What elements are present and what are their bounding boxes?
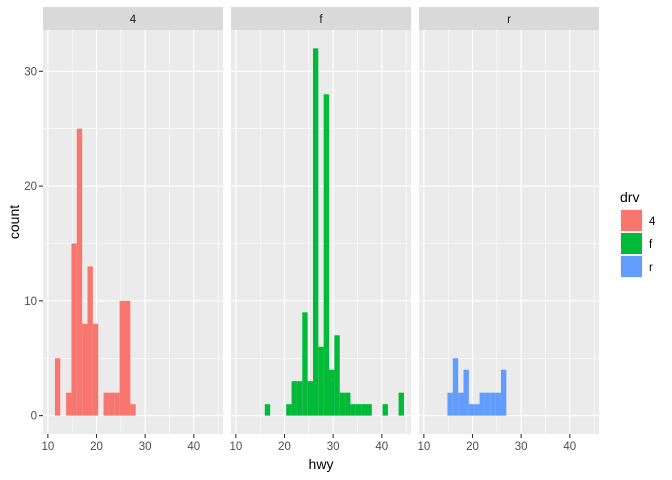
histogram-bar <box>495 392 501 416</box>
histogram-bar <box>312 48 319 416</box>
histogram-bar <box>398 392 404 416</box>
x-tick-label: 20 <box>90 441 103 453</box>
legend: drv 4 fr <box>620 189 656 278</box>
legend-key-f <box>621 233 642 254</box>
histogram-bar <box>447 392 453 416</box>
histogram-bar <box>474 404 480 416</box>
histogram-bar <box>463 369 469 416</box>
histogram-bar <box>108 392 115 416</box>
x-tick-label: 40 <box>375 441 388 453</box>
legend-label: f <box>649 239 653 251</box>
facet-panel-f: f <box>231 7 411 434</box>
histogram-bar <box>307 381 313 416</box>
x-tick-label: 40 <box>563 441 576 453</box>
y-tick-label: 0 <box>31 411 37 423</box>
histogram-bar <box>76 128 83 416</box>
histogram-bar <box>82 323 88 416</box>
histogram-bar <box>286 404 292 416</box>
histogram-bar <box>264 404 271 416</box>
histogram-bar <box>382 404 388 416</box>
facet-panels: 4 f r <box>43 7 599 434</box>
y-tick-label: 20 <box>24 181 37 193</box>
x-tick-label: 10 <box>41 441 54 453</box>
histogram-bar <box>119 300 125 416</box>
histogram-bar <box>323 94 330 416</box>
histogram-bar <box>92 323 99 416</box>
histogram-bar <box>468 404 475 416</box>
facet-strip-label: 4 <box>130 14 137 26</box>
panel-background <box>43 30 223 434</box>
y-axis-title: count <box>6 205 22 239</box>
x-tick-label: 10 <box>229 441 242 453</box>
histogram-bar <box>479 392 485 416</box>
y-tick-label: 30 <box>24 66 37 78</box>
y-tick-label: 10 <box>24 296 37 308</box>
facet-strip <box>43 7 223 30</box>
histogram-bar <box>103 392 109 416</box>
histogram-bar <box>458 392 464 416</box>
histogram-bar <box>291 381 297 416</box>
histogram-bar <box>71 243 77 416</box>
legend-key-4 <box>621 210 642 231</box>
histogram-bar <box>350 404 356 416</box>
histogram-bar <box>345 392 351 416</box>
histogram-bar <box>500 369 507 416</box>
x-tick-label: 10 <box>417 441 430 453</box>
histogram-bar <box>87 266 93 416</box>
legend-label: 4 <box>649 216 656 228</box>
histogram-bar <box>329 369 335 416</box>
histogram-bar <box>490 392 496 416</box>
histogram-bar <box>452 358 459 416</box>
histogram-bar <box>484 392 491 416</box>
histogram-bar <box>361 404 367 416</box>
facet-strip-label: f <box>319 14 323 26</box>
facet-panel-r: r <box>419 7 599 434</box>
x-tick-label: 30 <box>327 441 340 453</box>
x-axis-title: hwy <box>309 456 334 472</box>
histogram-bar <box>66 392 72 416</box>
facet-strip-label: r <box>507 14 511 26</box>
histogram-bar <box>334 335 340 416</box>
legend-title: drv <box>620 189 639 205</box>
x-axes: 10 20 30 40 10 20 30 40 10 20 30 40 <box>41 434 576 453</box>
facet-strip <box>231 7 411 30</box>
legend-label: r <box>649 262 653 274</box>
histogram-bar <box>114 392 120 416</box>
x-tick-label: 30 <box>515 441 528 453</box>
histogram-bar <box>318 346 324 416</box>
histogram-bar <box>296 381 303 416</box>
facet-panel-4: 4 <box>43 7 223 434</box>
histogram-bar <box>124 300 131 416</box>
histogram-bar <box>302 312 308 416</box>
histogram-bar <box>366 404 372 416</box>
panel-background <box>419 30 599 434</box>
facet-strip <box>419 7 599 30</box>
x-tick-label: 20 <box>278 441 291 453</box>
histogram-bar <box>339 392 346 416</box>
histogram-bar <box>130 404 136 416</box>
y-axis: 0 10 20 30 <box>24 66 43 423</box>
legend-key-r <box>621 256 642 277</box>
histogram-bar <box>355 404 362 416</box>
x-tick-label: 30 <box>139 441 152 453</box>
x-tick-label: 40 <box>187 441 200 453</box>
x-tick-label: 20 <box>466 441 479 453</box>
histogram-bar <box>54 358 61 416</box>
